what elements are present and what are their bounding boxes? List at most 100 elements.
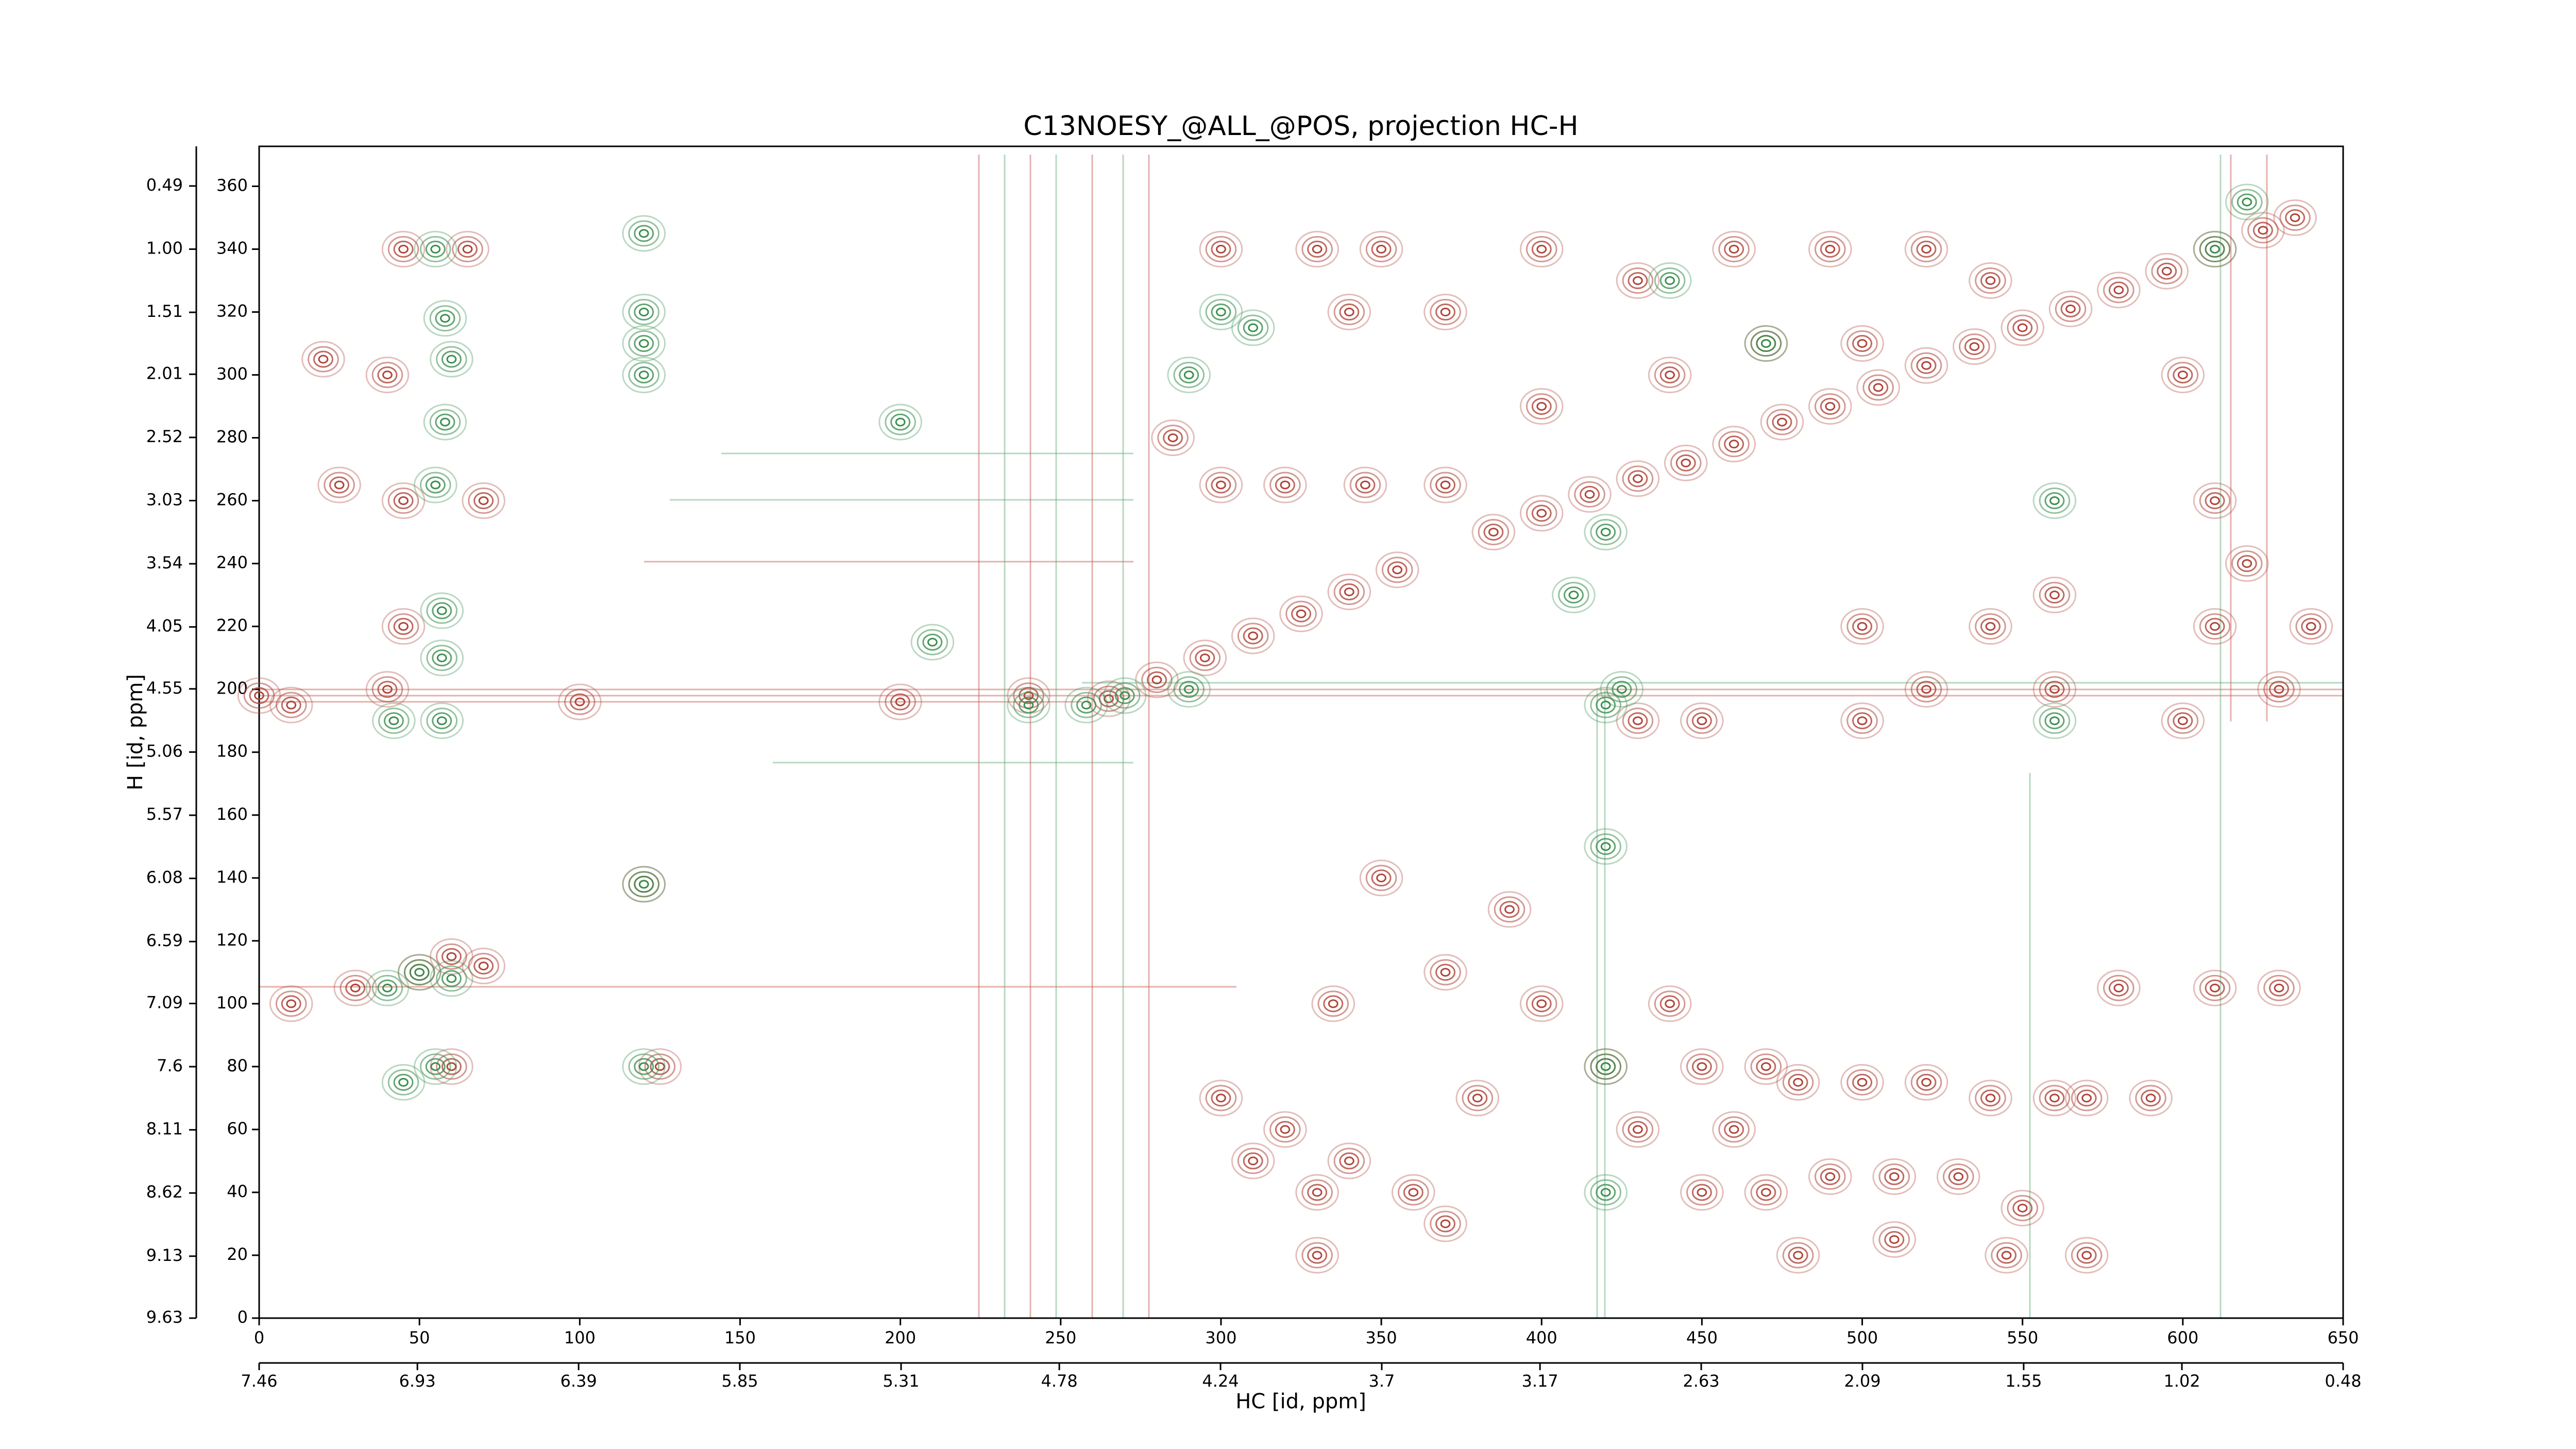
contour-ring [1648,262,1692,299]
contour-ring [1712,426,1756,463]
contour-ring [1777,417,1787,427]
contour-ring [1916,1073,1937,1091]
contour-ring [462,245,473,254]
contour-ring [1600,671,1644,708]
y2-tick-label: 8.11 [146,1119,183,1139]
contour-ring [2242,559,2252,568]
contour-ring [1365,865,1397,891]
contour-ring [1648,357,1692,394]
contour-ring [1359,231,1403,268]
contour-ring [1307,1184,1328,1201]
y2-tick-label: 5.06 [146,741,183,761]
contour-ring [2257,969,2301,1006]
contour-ring [1483,524,1504,541]
contour-ring [1975,267,2006,294]
y-tick-label: 60 [227,1119,248,1138]
contour-ring [1536,402,1547,411]
peak [878,403,922,441]
contour-ring [1526,500,1557,527]
peak [413,466,457,503]
contour-ring [1633,474,1643,483]
peak [423,300,467,337]
contour-ring [1526,236,1557,263]
contour-ring [1205,1085,1237,1111]
peak [1231,309,1275,346]
contour-ring [1519,985,1564,1022]
contour-ring [432,602,452,619]
contour-ring [1921,361,1931,370]
contour-ring [340,974,371,1001]
x2-tick-label: 4.78 [1041,1371,1077,1391]
peak [1872,1158,1917,1195]
peak [2257,969,2301,1006]
contour-ring [1440,1219,1451,1228]
contour-ring [1622,465,1654,492]
contour-ring [1675,454,1696,471]
y2-tick-label: 1.00 [146,239,183,258]
contour-ring [2044,1089,2065,1107]
peak [1199,1080,1243,1117]
contour-ring [2231,550,2263,577]
contour-ring [2241,212,2285,249]
contour-ring [1766,409,1798,435]
peak [2225,545,2269,582]
contour-ring [1248,1156,1259,1166]
contour-ring [895,697,906,706]
contour-ring [1622,707,1654,734]
x-tick-label: 300 [1205,1328,1236,1347]
contour-ring [1628,712,1648,730]
contour-ring [1307,241,1328,258]
contour-ring [1921,245,1931,254]
contour-ring [403,959,435,986]
peak [2129,1080,2173,1117]
contour-ring [1536,245,1547,254]
peak [446,231,489,268]
contour-ring [414,968,425,977]
contour-ring [1857,1077,1868,1087]
contour-ring [468,953,499,980]
contour-ring [1237,314,1269,341]
contour-ring [1889,1172,1900,1181]
contour-ring [2065,304,2076,313]
y2-tick-label: 7.6 [157,1056,183,1075]
peak [1359,860,1403,897]
contour-ring [2081,1093,2092,1103]
contour-ring [430,245,441,254]
contour-ring [1596,1184,1616,1201]
contour-ring [2108,281,2129,299]
contour-ring [1596,524,1616,541]
contour-ring [1744,1048,1788,1085]
contour-ring [2032,482,2077,519]
contour-ring [1857,716,1868,726]
contour-ring [1846,1069,1878,1096]
contour-ring [1782,1069,1814,1096]
contour-ring [1488,528,1499,537]
y2-tick-label: 4.05 [146,616,183,636]
contour-ring [2269,979,2290,997]
peak [2289,608,2333,645]
peak [1840,702,1884,739]
contour-ring [397,954,442,991]
y2-tick-label: 5.57 [146,804,183,824]
contour-ring [1462,1085,1494,1111]
peak [1744,325,1788,362]
contour-ring [2103,277,2134,304]
contour-ring [1750,1053,1782,1080]
contour-ring [1686,1053,1718,1080]
contour-ring [1295,1174,1339,1211]
contour-ring [1339,583,1360,601]
contour-ring [1724,241,1744,258]
contour-ring [1423,294,1467,331]
contour-ring [1788,1073,1808,1091]
contour-ring [1376,873,1386,883]
contour-ring [435,413,455,431]
peak [1712,1111,1756,1148]
contour-ring [2295,613,2327,640]
contour-ring [1724,1121,1744,1138]
contour-ring [634,875,654,893]
contour-ring [1519,388,1564,425]
contour-ring [1948,1168,1969,1185]
contour-ring [1199,231,1243,268]
contour-ring [1975,613,2006,640]
contour-ring [1280,480,1291,490]
